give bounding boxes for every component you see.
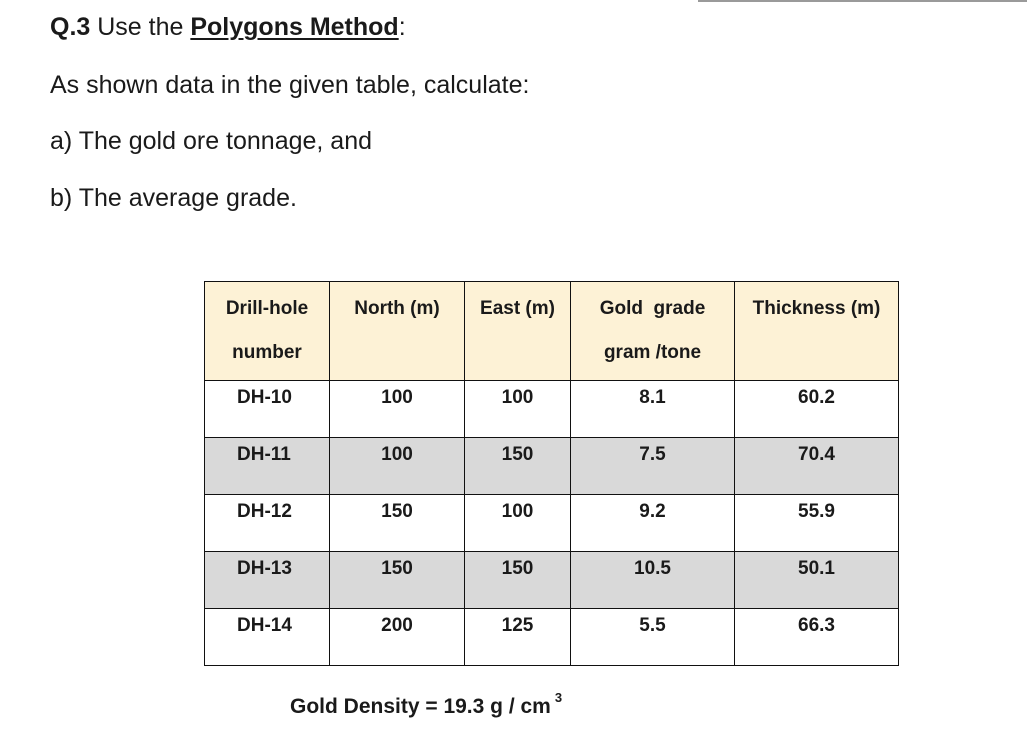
cell-drill-hole: DH-14 bbox=[204, 608, 330, 666]
cell-gold-grade: 8.1 bbox=[570, 380, 735, 438]
cell-thickness: 60.2 bbox=[734, 380, 899, 438]
header-gold-grade-line1: Gold grade bbox=[599, 298, 706, 319]
header-north-line1: North (m) bbox=[354, 298, 440, 319]
header-gold-grade-line2: gram /tone bbox=[603, 342, 702, 363]
cell-east: 100 bbox=[464, 380, 571, 438]
part-a-text: a) The gold ore tonnage, and bbox=[50, 127, 373, 155]
table-row: DH-13 150 150 10.5 50.1 bbox=[204, 551, 899, 609]
header-thickness: Thickness (m) bbox=[734, 281, 899, 381]
cell-north: 100 bbox=[329, 380, 465, 438]
header-drill-hole-line1: Drill-hole bbox=[225, 298, 309, 319]
question-intro: Use the bbox=[90, 13, 191, 41]
cell-north: 200 bbox=[329, 608, 465, 666]
cell-gold-grade: 10.5 bbox=[570, 551, 735, 609]
table-row: DH-14 200 125 5.5 66.3 bbox=[204, 608, 899, 666]
question-colon: : bbox=[398, 13, 406, 41]
cell-east: 100 bbox=[464, 494, 571, 552]
cell-gold-grade: 9.2 bbox=[570, 494, 735, 552]
gold-density-text: Gold Density = 19.3 g / cm bbox=[290, 695, 551, 718]
cell-gold-grade: 5.5 bbox=[570, 608, 735, 666]
cell-east: 125 bbox=[464, 608, 571, 666]
method-name: Polygons Method bbox=[190, 13, 399, 41]
cell-thickness: 70.4 bbox=[734, 437, 899, 495]
question-number: Q.3 bbox=[50, 13, 91, 41]
instruction-text: As shown data in the given table, calcul… bbox=[50, 71, 530, 99]
header-drill-hole: Drill-hole number bbox=[204, 281, 330, 381]
cell-drill-hole: DH-12 bbox=[204, 494, 330, 552]
header-gold-grade: Gold grade gram /tone bbox=[570, 281, 735, 381]
gold-density-note: Gold Density = 19.3 g / cm 3 bbox=[290, 687, 562, 721]
cell-drill-hole: DH-10 bbox=[204, 380, 330, 438]
header-east: East (m) bbox=[464, 281, 571, 381]
top-rule bbox=[698, 0, 1027, 2]
cell-gold-grade: 7.5 bbox=[570, 437, 735, 495]
part-b-text: b) The average grade. bbox=[50, 184, 297, 212]
header-east-line1: East (m) bbox=[480, 298, 555, 319]
question-title: Q.3 Use the Polygons Method: bbox=[50, 12, 406, 42]
cell-thickness: 66.3 bbox=[734, 608, 899, 666]
cell-drill-hole: DH-11 bbox=[204, 437, 330, 495]
cell-drill-hole: DH-13 bbox=[204, 551, 330, 609]
table-row: DH-12 150 100 9.2 55.9 bbox=[204, 494, 899, 552]
table-row: DH-11 100 150 7.5 70.4 bbox=[204, 437, 899, 495]
table-row: DH-10 100 100 8.1 60.2 bbox=[204, 380, 899, 438]
density-superscript: 3 bbox=[554, 690, 563, 705]
cell-north: 100 bbox=[329, 437, 465, 495]
header-thickness-line1: Thickness (m) bbox=[752, 298, 881, 319]
cell-north: 150 bbox=[329, 551, 465, 609]
header-north: North (m) bbox=[329, 281, 465, 381]
header-drill-hole-line2: number bbox=[232, 342, 302, 363]
cell-north: 150 bbox=[329, 494, 465, 552]
cell-thickness: 55.9 bbox=[734, 494, 899, 552]
table-header-row: Drill-hole number North (m) East (m) Gold… bbox=[204, 281, 899, 381]
cell-east: 150 bbox=[464, 437, 571, 495]
drill-hole-table: Drill-hole number North (m) East (m) Gold… bbox=[204, 281, 899, 666]
cell-thickness: 50.1 bbox=[734, 551, 899, 609]
cell-east: 150 bbox=[464, 551, 571, 609]
